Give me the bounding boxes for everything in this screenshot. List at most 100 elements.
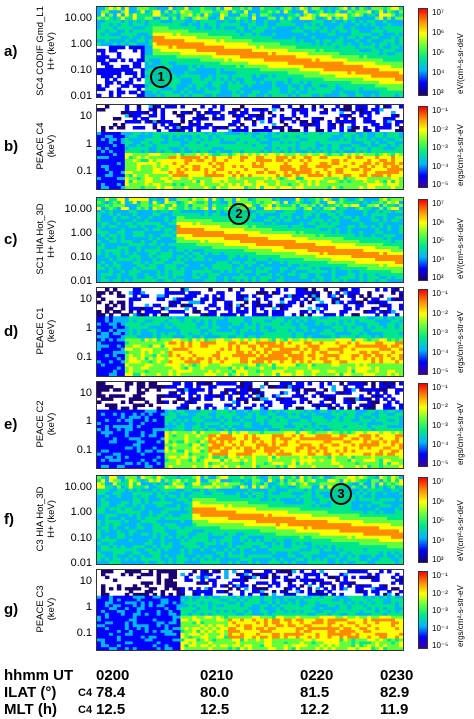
panel-e: e) PEACE C2 (keV) 10 1 0.1 10⁻¹ 10⁻² 10⁻³ 10⁻⁴ 10⁻… (0, 381, 474, 469)
colorbar-tick-label: 10³ (432, 555, 444, 564)
colorbar-unit: ergs/cm²-s-str-eV (456, 311, 465, 373)
spectrogram-b (96, 104, 404, 190)
footer-value: 81.5 (300, 684, 330, 701)
colorbar-tick-label: 10³ (432, 273, 444, 282)
colorbar-unit: ergs/cm²-s-str-eV (456, 403, 465, 465)
colorbar-tick-label: 10⁶ (432, 496, 445, 506)
y-tick-label: 10.00 (64, 203, 92, 215)
colorbar-tick-label: 10⁵ (432, 48, 445, 57)
footer-value: 0230 (380, 667, 414, 684)
colorbar-tick-label: 10⁻⁵ (432, 459, 449, 468)
colorbar-tick-label: 10⁷ (432, 8, 444, 17)
spectrogram-image (97, 570, 403, 650)
panel-label: e) (4, 416, 18, 433)
colorbar (418, 571, 428, 649)
panel-d: d) PEACE C1 (keV) 10 1 0.1 10⁻¹ 10⁻² 10⁻³ 10⁻⁴ 10⁻… (0, 287, 474, 377)
panel-label: g) (4, 601, 19, 618)
y-tick-label: 1 (85, 137, 92, 150)
colorbar-tick-label: 10³ (432, 88, 444, 97)
y-tick-label: 1.00 (70, 227, 92, 239)
footer-value: 12.5 (200, 701, 230, 718)
colorbar-tick-label: 10⁻³ (432, 143, 448, 152)
colorbar-tick-label: 10⁴ (432, 535, 445, 545)
footer-value: 12.2 (300, 701, 330, 718)
colorbar (418, 383, 428, 467)
footer-value: 11.9 (380, 701, 409, 718)
colorbar-tick-label: 10⁻¹ (432, 289, 448, 298)
y-tick-label: 1 (85, 322, 92, 335)
footer-value: 82.9 (380, 684, 410, 701)
annotation-marker: 3 (330, 483, 352, 505)
footer-value: 0220 (300, 667, 334, 684)
colorbar-unit: ergs/cm²-s-str-eV (456, 124, 465, 186)
colorbar-unit: eV/(cm²-s-sr-deV (456, 500, 465, 561)
colorbar-unit: eV/(cm²-s-sr-deV (456, 218, 465, 279)
spectrogram-image (97, 7, 403, 97)
y-tick-label: 0.1 (76, 627, 92, 640)
footer-value: 12.5 (96, 701, 126, 718)
y-tick-label: 10 (79, 293, 92, 305)
annotation-marker: 1 (150, 66, 172, 88)
colorbar-tick-label: 10⁻⁴ (432, 347, 449, 357)
colorbar-tick-label: 10⁶ (432, 28, 445, 37)
colorbar-tick-label: 10⁻² (432, 588, 448, 598)
colorbar (418, 477, 428, 563)
y-tick-label: 10 (79, 110, 92, 122)
colorbar-tick-label: 10⁷ (432, 477, 444, 486)
colorbar-tick-label: 10⁴ (432, 68, 445, 77)
panel-label: c) (4, 231, 18, 248)
colorbar-tick-label: 10⁻¹ (432, 571, 448, 580)
colorbar-tick-label: 10⁻³ (432, 606, 448, 615)
colorbar (418, 106, 428, 188)
panel-label: a) (4, 43, 18, 60)
panel-label: b) (4, 138, 19, 155)
spectrogram-c (96, 197, 404, 283)
y-tick-label: 10 (79, 387, 92, 399)
spectrogram-g (96, 569, 404, 651)
panel-label: f) (4, 511, 14, 528)
y-axis-label: SC1 HIA Hot_3D (35, 203, 46, 275)
spectrogram-image (97, 382, 403, 468)
annotation-marker: 2 (228, 203, 250, 225)
y-axis-label: PEACE C4 (35, 122, 46, 170)
footer-value: 80.0 (200, 684, 230, 701)
colorbar-tick-label: 10⁻⁴ (432, 623, 449, 633)
y-tick-label: 0.01 (70, 275, 92, 287)
spectrogram-image (97, 288, 403, 376)
y-tick-label: 10.00 (64, 12, 92, 24)
y-tick-label: 10 (79, 575, 92, 587)
spectrogram-f (96, 475, 404, 565)
y-tick-label: 0.10 (70, 64, 92, 76)
colorbar-tick-label: 10⁻² (432, 402, 448, 411)
y-tick-label: 0.1 (76, 351, 92, 364)
y-tick-label: 0.1 (76, 443, 92, 456)
colorbar-tick-label: 10⁻¹ (432, 383, 448, 392)
colorbar-unit: eV/(cm²-s-sr-deV (456, 33, 465, 94)
spectrogram-d (96, 287, 404, 377)
y-tick-label: 10.00 (64, 481, 92, 493)
footer-value: 0200 (96, 667, 130, 684)
panel-c: c) SC1 HIA Hot_3D H+ (keV) 10.00 1.00 0.10 0.0… (0, 197, 474, 287)
y-tick-label: 1 (85, 415, 92, 428)
y-tick-label: 0.1 (76, 165, 92, 178)
colorbar (418, 199, 428, 281)
panel-f: f) C3 HIA Hot_3D H+ (keV) 10.00 1.00 0.10 0.01… (0, 475, 474, 569)
y-tick-label: 0.10 (70, 531, 92, 544)
spectrogram-e (96, 381, 404, 469)
spectrogram-image (97, 105, 403, 189)
footer-value: 0210 (200, 667, 234, 684)
y-tick-label: 1.00 (70, 506, 92, 519)
y-axis-label: PEACE C2 (35, 400, 46, 448)
colorbar-tick-label: 10⁻² (432, 124, 448, 134)
y-tick-label: 0.01 (70, 90, 92, 102)
panel-label: d) (4, 323, 19, 340)
colorbar-tick-label: 10⁴ (432, 254, 445, 264)
panel-b: b) PEACE C4 (keV) 10 1 0.1 10⁻¹ 10⁻² 10⁻³ 10⁻⁴ 10⁻… (0, 104, 474, 190)
y-axis-label: PEACE C3 (35, 585, 46, 633)
spectrogram-image (97, 476, 403, 564)
colorbar-tick-label: 10⁻⁴ (432, 440, 449, 449)
colorbar-tick-label: 10⁵ (432, 236, 445, 245)
colorbar-tick-label: 10⁻³ (432, 328, 448, 337)
colorbar-tick-label: 10⁵ (432, 516, 445, 525)
y-axis-label: C3 HIA Hot_3D (35, 486, 46, 552)
